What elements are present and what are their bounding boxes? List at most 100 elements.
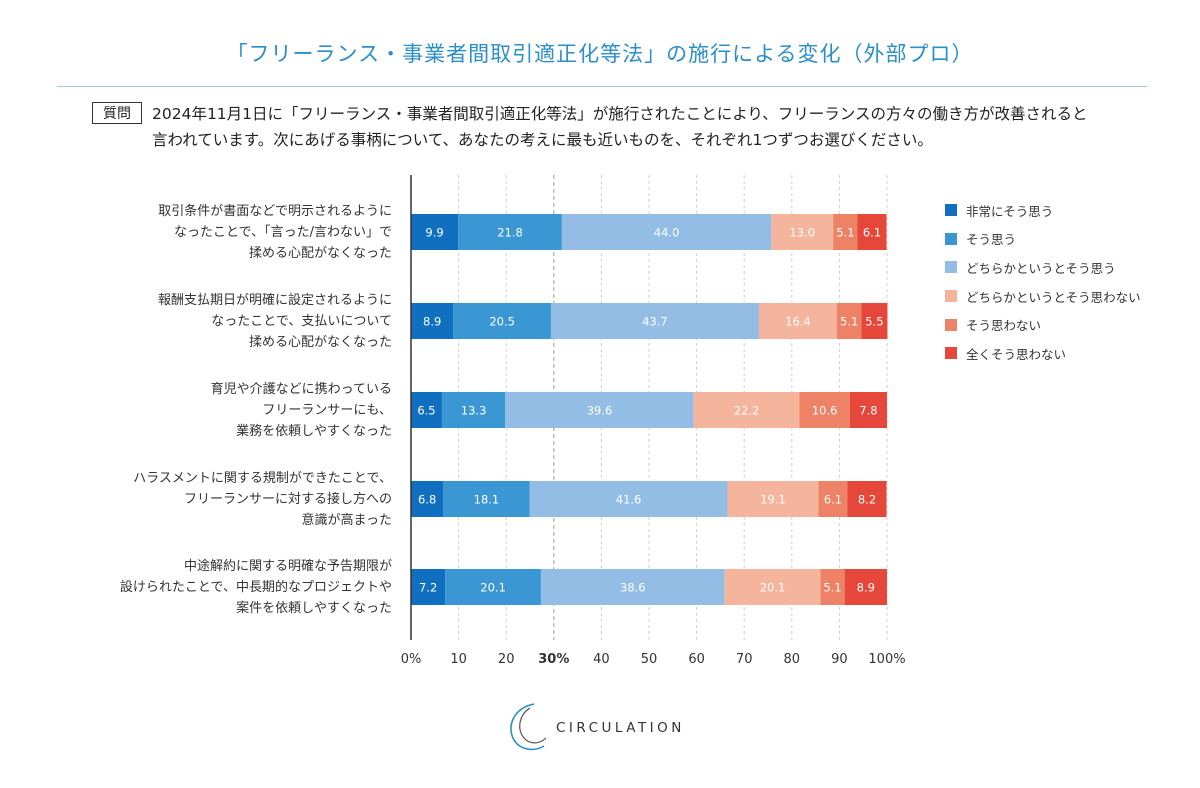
category-label-line: 揉める心配がなくなった bbox=[248, 335, 392, 350]
circulation-logo-text: CIRCULATION bbox=[556, 720, 685, 736]
bar-value-label: 9.9 bbox=[425, 226, 443, 240]
category-label: 報酬支払期日が明確に設定されるように なったことで、支払いについて 揉める心配がなく… bbox=[40, 290, 392, 353]
bar-segment bbox=[529, 481, 728, 517]
bar-value-label: 5.1 bbox=[836, 226, 854, 240]
legend-item: そう思う bbox=[945, 225, 1141, 254]
category-label-line: ハラスメントに関する規制ができたことで、 bbox=[133, 471, 392, 486]
bar-segment bbox=[540, 569, 725, 605]
category-label-line: 取引条件が書面などで明示されるように bbox=[158, 204, 392, 219]
bar-segment bbox=[445, 569, 541, 605]
bar-segment bbox=[550, 303, 759, 339]
circulation-logo: CIRCULATION bbox=[504, 700, 714, 760]
category-label-line: 意識が高まった bbox=[301, 513, 392, 528]
bar-value-label: 5.5 bbox=[865, 315, 883, 329]
category-label-line: 案件を依頼しやすくなった bbox=[236, 601, 392, 616]
category-label: 中途解約に関する明確な予告期限が設けられたことで、中長期的なプロジェクトや案件を… bbox=[40, 556, 392, 619]
bar-segment bbox=[771, 214, 834, 250]
x-tick-label: 20 bbox=[498, 652, 515, 667]
bar-segment bbox=[453, 303, 551, 339]
bar-value-label: 6.8 bbox=[418, 493, 436, 507]
legend-swatch bbox=[945, 261, 957, 274]
bar-segment bbox=[727, 481, 819, 517]
x-tick-label: 10 bbox=[450, 652, 467, 667]
chart-title: 「フリーランス・事業者間取引適正化等法」の施行による変化（外部プロ） bbox=[226, 42, 974, 66]
legend-swatch bbox=[945, 232, 957, 245]
x-tick-label: 70 bbox=[736, 652, 753, 667]
x-tick-label: 60 bbox=[688, 652, 705, 667]
bar-value-label: 13.0 bbox=[789, 226, 815, 240]
bar-segment bbox=[458, 214, 562, 250]
bar-value-label: 5.1 bbox=[823, 581, 841, 595]
bar-segment bbox=[820, 569, 845, 605]
bar-segment bbox=[411, 569, 446, 605]
bar-value-label: 5.1 bbox=[840, 315, 858, 329]
bar-value-label: 8.2 bbox=[858, 493, 876, 507]
bar-value-label: 43.7 bbox=[642, 315, 668, 329]
category-label: 取引条件が書面などで明示されるようになったことで、「言った/言わない」で揉める心… bbox=[40, 201, 392, 264]
category-label-line: 設けられたことで、中長期的なプロジェクトや bbox=[119, 580, 392, 595]
legend-item: どちらかというとそう思わない bbox=[945, 282, 1141, 311]
bar-segment bbox=[693, 392, 800, 428]
legend-swatch bbox=[945, 347, 957, 360]
bar-value-label: 21.8 bbox=[497, 226, 523, 240]
bar-segment bbox=[857, 214, 887, 250]
x-tick-label: 100% bbox=[868, 652, 905, 667]
x-tick-label: 40 bbox=[593, 652, 610, 667]
category-label-line: 育児や介護などに携わっている bbox=[210, 382, 392, 397]
bar-segment bbox=[411, 481, 444, 517]
circulation-logo-mark bbox=[510, 703, 547, 751]
bar-value-label: 8.9 bbox=[423, 315, 441, 329]
category-label-line: なったことで、「言った/言わない」で bbox=[174, 225, 392, 240]
category-label-line: フリーランサーに対する接し方への bbox=[183, 492, 392, 507]
question-line-1: 2024年11月1日に「フリーランス・事業者間取引適正化等法」が施行されたことに… bbox=[152, 105, 1088, 123]
x-tick-label: 80 bbox=[784, 652, 801, 667]
question-badge: 質問 bbox=[92, 102, 142, 124]
bar-segment bbox=[849, 392, 887, 428]
bar-value-label: 44.0 bbox=[654, 226, 680, 240]
category-label-line: 中途解約に関する明確な予告期限が bbox=[183, 559, 392, 574]
bar-value-label: 10.6 bbox=[812, 404, 838, 418]
legend-item: そう思わない bbox=[945, 310, 1141, 339]
question-text: 2024年11月1日に「フリーランス・事業者間取引適正化等法」が施行されたことに… bbox=[152, 101, 1142, 153]
bar-value-label: 7.2 bbox=[419, 581, 437, 595]
bar-segment bbox=[724, 569, 821, 605]
question-line-2: 言われています。次にあげる事柄について、あなたの考えに最も近いものを、それぞれ1… bbox=[152, 131, 933, 149]
category-label: 育児や介護などに携わっている フリーランサーにも、 業務を依頼しやすくなった bbox=[40, 379, 392, 442]
legend-label: どちらかというとそう思わない bbox=[966, 289, 1141, 305]
bar-value-label: 39.6 bbox=[587, 404, 613, 418]
category-label: ハラスメントに関する規制ができたことで、フリーランサーに対する接し方への意識が高… bbox=[40, 468, 392, 531]
bar-segment bbox=[847, 481, 887, 517]
legend-label: そう思わない bbox=[966, 318, 1042, 334]
bar-segment bbox=[833, 214, 858, 250]
x-tick-label: 30% bbox=[538, 652, 569, 667]
legend-item: どちらかというとそう思う bbox=[945, 253, 1141, 282]
bar-value-label: 18.1 bbox=[474, 493, 500, 507]
x-tick-label: 90 bbox=[831, 652, 848, 667]
legend-swatch bbox=[945, 204, 957, 217]
bar-value-label: 22.2 bbox=[734, 404, 760, 418]
category-label-line: フリーランサーにも、 bbox=[262, 403, 392, 418]
bar-value-label: 41.6 bbox=[616, 493, 642, 507]
x-tick-label: 50 bbox=[641, 652, 658, 667]
bar-segment bbox=[561, 214, 772, 250]
category-label-line: 報酬支払期日が明確に設定されるように bbox=[157, 293, 392, 308]
legend-label: 全くそう思わない bbox=[966, 346, 1067, 362]
category-label-line: 揉める心配がなくなった bbox=[248, 246, 392, 261]
bar-segment bbox=[837, 303, 862, 339]
bar-segment bbox=[411, 392, 442, 428]
bar-segment bbox=[844, 569, 887, 605]
bar-value-label: 6.1 bbox=[863, 226, 881, 240]
bar-value-label: 20.1 bbox=[760, 581, 786, 595]
bar-value-label: 19.1 bbox=[760, 493, 786, 507]
legend-item: 非常にそう思う bbox=[945, 196, 1141, 225]
legend-label: どちらかというとそう思う bbox=[966, 260, 1116, 276]
bar-segment bbox=[758, 303, 838, 339]
chart-legend: 非常にそう思う そう思うどちらかというとそう思うどちらかというとそう思わない そう思… bbox=[945, 196, 1141, 368]
bar-segment bbox=[818, 481, 848, 517]
bar-value-label: 8.9 bbox=[857, 581, 875, 595]
bar-segment bbox=[861, 303, 888, 339]
x-tick-label: 0% bbox=[401, 652, 422, 667]
bar-segment bbox=[799, 392, 850, 428]
bar-segment bbox=[411, 214, 459, 250]
